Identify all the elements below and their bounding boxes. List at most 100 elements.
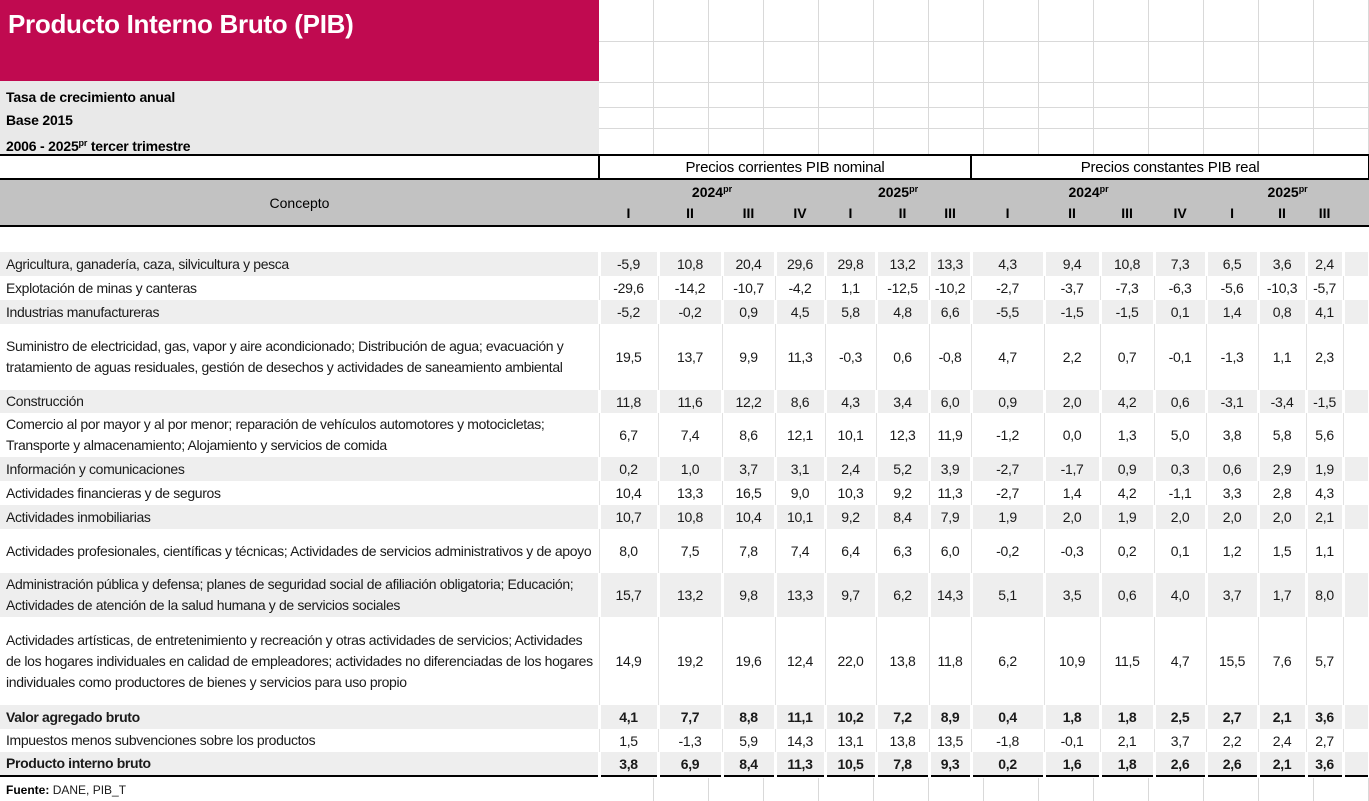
value-cell: 5,2	[876, 457, 931, 481]
value-cell: 16,5	[722, 481, 776, 505]
value-cell-stub	[1343, 324, 1369, 390]
value-cell: -10,7	[722, 276, 776, 300]
value-cell: 13,2	[876, 252, 931, 276]
value-cell: 3,8	[1206, 413, 1259, 457]
value-cell: 3,6	[1306, 752, 1345, 777]
value-cell: 9,2	[825, 505, 878, 529]
value-cell: 2,7	[1206, 705, 1260, 729]
table-row: Producto interno bruto 3,8 6,9 8,4 11,3 10,5 7…	[0, 752, 1369, 777]
value-cell: -3,4	[1258, 390, 1308, 413]
value-cell: 10,9	[1044, 617, 1101, 705]
row-label: Actividades profesionales, científicas y…	[0, 529, 600, 573]
value-cell: -14,2	[658, 276, 723, 300]
value-cell: 4,2	[1100, 481, 1155, 505]
value-cell: 7,4	[775, 529, 826, 573]
quarter-header: I	[825, 201, 876, 227]
value-cell: 2,0	[1206, 505, 1260, 529]
value-cell: 3,6	[1258, 252, 1308, 276]
value-cell: -0,3	[825, 324, 877, 390]
value-cell: 8,0	[599, 529, 659, 573]
value-cell-stub	[1343, 457, 1369, 481]
table-row: Información y comunicaciones 0,2 1,0 3,7 3,1…	[0, 457, 1369, 481]
value-cell: -0,2	[658, 300, 724, 324]
value-cell: -5,9	[599, 252, 660, 276]
table-row: Actividades profesionales, científicas y…	[0, 529, 1369, 573]
value-cell: 4,3	[1306, 481, 1344, 505]
value-cell: 1,4	[1044, 481, 1101, 505]
value-cell-stub	[1343, 481, 1369, 505]
value-cell: 10,8	[658, 505, 724, 529]
value-cell: -1,5	[1044, 300, 1102, 324]
year-header: 2024pr	[599, 179, 825, 201]
value-cell: 2,3	[1306, 324, 1344, 390]
quarter-header: IV	[1154, 201, 1207, 227]
value-cell: 15,5	[1206, 617, 1259, 705]
value-cell: 2,0	[1044, 505, 1102, 529]
value-cell: 2,0	[1258, 505, 1308, 529]
value-cell-stub	[1343, 505, 1369, 529]
value-cell: 3,7	[1154, 729, 1207, 752]
value-cell-stub	[1343, 729, 1369, 752]
table-row: Agricultura, ganadería, caza, silvicultu…	[0, 252, 1369, 276]
value-cell: 10,5	[825, 752, 878, 777]
value-cell: 22,0	[825, 617, 877, 705]
pib-growth-table: Precios corrientes PIB nominal Precios c…	[0, 154, 1369, 777]
row-label: Agricultura, ganadería, caza, silvicultu…	[0, 252, 601, 276]
value-cell: -4,2	[775, 276, 826, 300]
value-cell: 4,1	[1306, 300, 1345, 324]
value-cell-stub	[1343, 752, 1369, 777]
value-cell: 10,8	[1100, 252, 1156, 276]
value-cell: 2,5	[1154, 705, 1208, 729]
value-cell: 2,1	[1306, 505, 1345, 529]
row-label: Actividades artísticas, de entretenimien…	[0, 617, 600, 705]
value-cell: 1,6	[1044, 752, 1102, 777]
source-value: DANE, PIB_T	[52, 783, 127, 797]
value-cell: -0,8	[929, 324, 972, 390]
value-cell: 2,0	[1044, 390, 1102, 413]
value-cell: 10,1	[775, 505, 827, 529]
value-cell: -5,5	[971, 300, 1046, 324]
concept-column-header: Concepto	[0, 179, 599, 227]
value-cell: 2,8	[1258, 481, 1307, 505]
row-label: Impuestos menos subvenciones sobre los p…	[0, 729, 600, 752]
value-cell: 1,9	[1100, 505, 1156, 529]
quarter-header: II	[658, 201, 722, 227]
quarter-header: I	[1206, 201, 1259, 227]
value-cell: 6,0	[929, 390, 973, 413]
value-cell: 7,6	[1258, 617, 1307, 705]
year-header: 2025pr	[1206, 179, 1369, 201]
value-cell: 9,3	[929, 752, 973, 777]
value-cell: 13,8	[876, 617, 930, 705]
table-row: Impuestos menos subvenciones sobre los p…	[0, 729, 1369, 752]
value-cell: 13,1	[825, 729, 877, 752]
value-cell: 1,0	[658, 457, 724, 481]
value-cell-stub	[1343, 300, 1369, 324]
value-cell: -1,7	[1044, 457, 1102, 481]
value-cell: 5,0	[1154, 413, 1207, 457]
value-cell: 2,2	[1206, 729, 1259, 752]
value-cell: 13,7	[658, 324, 723, 390]
value-cell: -1,1	[1154, 481, 1207, 505]
value-cell: 0,2	[971, 752, 1046, 777]
value-cell: 2,6	[1206, 752, 1260, 777]
value-cell: 0,9	[971, 390, 1046, 413]
value-cell: 8,9	[929, 705, 973, 729]
value-cell: -1,5	[1306, 390, 1345, 413]
value-cell: 8,6	[722, 413, 776, 457]
value-cell: 2,4	[825, 457, 878, 481]
quarter-header: IV	[775, 201, 825, 227]
table-row: Valor agregado bruto 4,1 7,7 8,8 11,1 10,2 7,2…	[0, 705, 1369, 729]
value-cell: 4,8	[876, 300, 931, 324]
value-cell: 14,3	[775, 729, 826, 752]
value-cell: 13,8	[876, 729, 930, 752]
quarter-header: II	[876, 201, 929, 227]
value-cell: 0,9	[1100, 457, 1156, 481]
value-cell: -0,3	[1044, 529, 1101, 573]
value-cell: 8,4	[722, 752, 777, 777]
value-cell: 0,2	[1100, 529, 1155, 573]
row-label: Comercio al por mayor y al por menor; re…	[0, 413, 600, 457]
value-cell: 5,6	[1306, 413, 1344, 457]
value-cell: 7,3	[1154, 252, 1208, 276]
value-cell: 3,1	[775, 457, 827, 481]
